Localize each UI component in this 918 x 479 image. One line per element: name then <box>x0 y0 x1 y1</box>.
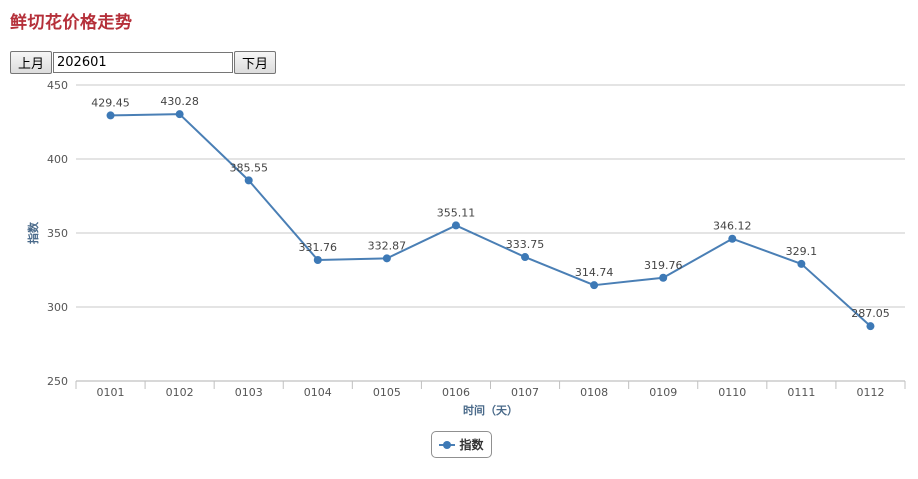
data-points <box>106 110 875 331</box>
x-axis-title: 时间（天） <box>463 403 518 417</box>
data-point[interactable] <box>451 221 460 230</box>
x-tick-label: 0112 <box>856 386 884 399</box>
grid-lines <box>76 84 905 382</box>
month-selector: 上月 下月 <box>10 51 277 74</box>
x-tick-label: 0103 <box>235 386 263 399</box>
page-title: 鲜切花价格走势 <box>10 13 133 33</box>
data-label: 329.1 <box>786 245 818 258</box>
y-tick-label: 300 <box>47 301 68 314</box>
x-tick-label: 0105 <box>373 386 401 399</box>
series-line <box>110 113 872 327</box>
legend-line-marker-icon <box>439 440 456 450</box>
legend[interactable]: 指数 <box>431 431 492 458</box>
x-tick-label: 0106 <box>442 386 470 399</box>
x-axis <box>75 380 906 389</box>
y-tick-label: 450 <box>47 79 68 92</box>
y-tick-label: 250 <box>47 375 68 388</box>
data-label: 287.05 <box>851 307 890 320</box>
data-point[interactable] <box>382 254 391 263</box>
data-point[interactable] <box>866 322 875 331</box>
x-axis-tick-labels: 0101 0102 0103 0104 0105 0106 0107 0108 0109 0110… <box>97 386 885 399</box>
data-label: 430.28 <box>160 95 199 108</box>
data-point[interactable] <box>313 255 322 264</box>
y-axis-title: 指数 <box>26 221 40 244</box>
y-axis-tick-labels: 250 300 350 400 450 <box>47 79 68 388</box>
data-label: 333.75 <box>506 238 545 251</box>
x-tick-label: 0104 <box>304 386 332 399</box>
data-point[interactable] <box>175 110 184 119</box>
data-point[interactable] <box>659 273 668 282</box>
x-tick-label: 0107 <box>511 386 539 399</box>
data-label: 429.45 <box>91 96 130 109</box>
data-point[interactable] <box>521 253 530 262</box>
data-labels: 429.45 430.28 385.55 331.76 332.87 355.11 333.… <box>91 95 889 320</box>
data-point[interactable] <box>728 234 737 243</box>
x-tick-label: 0111 <box>787 386 815 399</box>
x-tick-label: 0109 <box>649 386 677 399</box>
data-point[interactable] <box>244 176 253 185</box>
x-tick-label: 0110 <box>718 386 746 399</box>
x-tick-label: 0101 <box>97 386 125 399</box>
series-index <box>110 113 872 327</box>
x-tick-label: 0102 <box>166 386 194 399</box>
data-point[interactable] <box>106 111 115 120</box>
data-label: 385.55 <box>229 161 268 174</box>
data-label: 314.74 <box>575 266 614 279</box>
data-label: 319.76 <box>644 259 683 272</box>
x-tick-label: 0108 <box>580 386 608 399</box>
month-input[interactable] <box>53 52 234 73</box>
prev-month-button[interactable]: 上月 <box>10 51 53 74</box>
data-label: 332.87 <box>368 239 407 252</box>
legend-label: 指数 <box>459 438 484 452</box>
data-point[interactable] <box>590 281 599 290</box>
y-tick-label: 350 <box>47 227 68 240</box>
data-label: 346.12 <box>713 220 752 233</box>
next-month-button[interactable]: 下月 <box>234 51 277 74</box>
data-point[interactable] <box>797 259 806 268</box>
data-label: 355.11 <box>437 206 476 219</box>
data-label: 331.76 <box>299 241 338 254</box>
y-tick-label: 400 <box>47 153 68 166</box>
